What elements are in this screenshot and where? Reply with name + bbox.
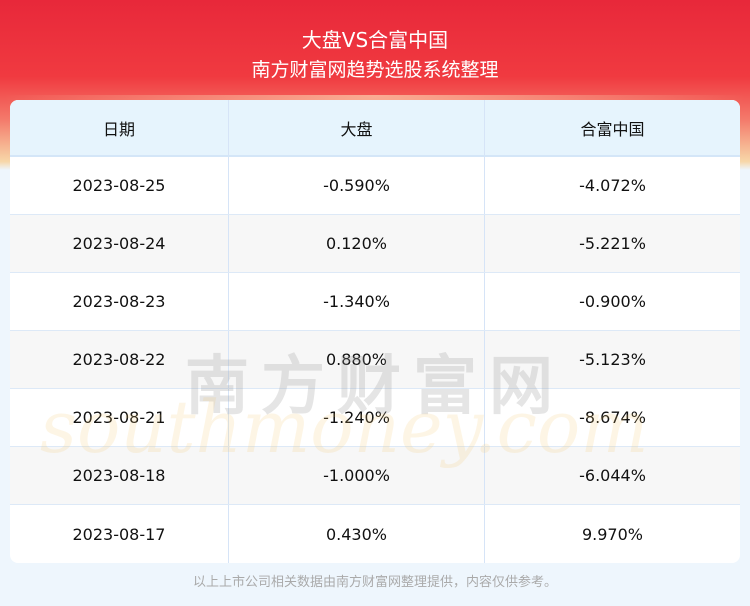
cell-date: 2023-08-22 [10, 331, 229, 388]
cell-date: 2023-08-25 [10, 157, 229, 214]
column-header-market: 大盘 [229, 100, 485, 155]
table-header: 日期 大盘 合富中国 [10, 100, 740, 157]
table-row: 2023-08-23 -1.340% -0.900% [10, 273, 740, 331]
cell-stock: -5.123% [579, 350, 646, 369]
cell-market: -1.240% [229, 389, 485, 446]
table-row: 2023-08-17 0.430% 9.970% [10, 505, 740, 563]
cell-stock: -5.221% [579, 234, 646, 253]
page-title: 大盘VS合富中国 [301, 28, 449, 52]
footer-disclaimer: 以上上市公司相关数据由南方财富网整理提供，内容仅供参考。 [192, 575, 557, 590]
cell-market: -1.000% [229, 447, 485, 504]
table-row: 2023-08-22 0.880% -5.123% [10, 331, 740, 389]
cell-stock: -4.072% [579, 176, 646, 195]
cell-market: 0.880% [229, 331, 485, 388]
cell-market: -1.340% [229, 273, 485, 330]
table-row: 2023-08-24 0.120% -5.221% [10, 215, 740, 273]
column-header-stock: 合富中国 [580, 119, 645, 139]
cell-date: 2023-08-24 [10, 215, 229, 272]
cell-date: 2023-08-18 [10, 447, 229, 504]
table-row: 2023-08-25 -0.590% -4.072% [10, 157, 740, 215]
cell-date: 2023-08-23 [10, 273, 229, 330]
table-row: 2023-08-21 -1.240% -8.674% [10, 389, 740, 447]
cell-stock: -8.674% [579, 408, 646, 427]
table-row: 2023-08-18 -1.000% -6.044% [10, 447, 740, 505]
page-subtitle: 南方财富网趋势选股系统整理 [251, 59, 499, 81]
cell-market: 0.120% [229, 215, 485, 272]
cell-date: 2023-08-21 [10, 389, 229, 446]
comparison-table: 日期 大盘 合富中国 2023-08-25 -0.590% -4.072% 2023-… [10, 100, 740, 563]
cell-stock: -0.900% [579, 292, 646, 311]
cell-market: 0.430% [229, 505, 485, 563]
cell-stock: -6.044% [579, 466, 646, 485]
cell-stock: 9.970% [581, 524, 643, 544]
column-header-date: 日期 [10, 100, 229, 155]
cell-market: -0.590% [229, 157, 485, 214]
cell-date: 2023-08-17 [10, 505, 229, 563]
